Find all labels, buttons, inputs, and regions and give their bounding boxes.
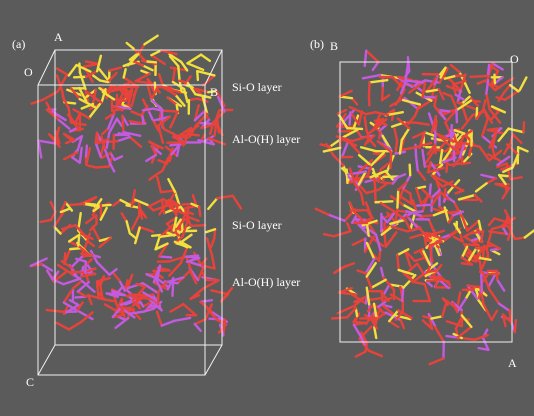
bond <box>488 65 489 76</box>
bond <box>462 263 472 264</box>
bond <box>376 201 393 202</box>
bond <box>109 293 117 294</box>
bond <box>487 249 488 257</box>
bond <box>96 167 108 168</box>
axis-label: O <box>24 65 33 79</box>
bond <box>114 99 126 100</box>
bond <box>379 130 380 138</box>
bond <box>200 300 211 302</box>
bond <box>471 101 480 102</box>
layer-label: Si-O layer <box>232 80 282 94</box>
bond <box>417 205 432 206</box>
axis-label: B <box>330 39 338 53</box>
bond <box>369 82 370 97</box>
bond <box>347 170 348 183</box>
bond <box>510 310 511 322</box>
bond <box>390 151 391 168</box>
bond <box>515 320 516 332</box>
bond <box>122 116 123 132</box>
bond <box>416 157 418 171</box>
bond <box>506 184 507 193</box>
bond <box>350 112 351 124</box>
layer-label: Al-O(H) layer <box>232 275 300 289</box>
bond <box>379 250 380 261</box>
axis-label: B <box>210 85 218 99</box>
bond <box>446 336 457 337</box>
bond <box>78 236 79 245</box>
bond <box>480 262 481 275</box>
bond <box>176 207 177 216</box>
bond <box>416 187 425 189</box>
bond <box>71 272 85 273</box>
bond <box>479 348 489 350</box>
bond <box>97 133 98 143</box>
bond <box>178 66 179 80</box>
bond <box>410 193 412 204</box>
bond <box>381 182 393 183</box>
bond <box>471 76 488 77</box>
bond <box>375 185 376 202</box>
bond <box>423 215 434 216</box>
bond <box>189 99 197 101</box>
bond <box>163 111 178 112</box>
bond <box>100 80 108 82</box>
bond <box>456 142 464 143</box>
bond <box>435 121 436 132</box>
bond <box>67 204 84 205</box>
axis-label: O <box>510 52 519 66</box>
bond <box>515 237 525 238</box>
bond <box>347 128 362 129</box>
bond <box>79 64 80 73</box>
bond <box>468 286 478 287</box>
bond <box>397 255 398 270</box>
bond <box>158 87 172 88</box>
bond <box>499 175 507 176</box>
bond <box>430 184 431 196</box>
bond <box>159 256 171 257</box>
bond <box>365 51 366 66</box>
layer-label: Si-O layer <box>232 218 282 232</box>
panel-label: (a) <box>12 37 25 51</box>
bond <box>197 71 198 80</box>
bond <box>410 165 411 176</box>
layer-label: Al-O(H) layer <box>232 132 300 146</box>
bond <box>146 61 156 62</box>
bond <box>191 225 206 226</box>
bond <box>462 163 470 164</box>
bond <box>74 77 86 78</box>
bond <box>86 146 87 157</box>
bond <box>152 235 160 236</box>
axis-label: C <box>26 375 34 389</box>
figure: (a) A O B C Si-O layer Al-O(H) layer Si-… <box>0 0 534 416</box>
bond <box>142 114 143 123</box>
bond <box>95 205 110 206</box>
bond <box>199 207 200 216</box>
axis-label: A <box>508 356 517 370</box>
bond <box>143 109 153 111</box>
axis-label: A <box>54 30 63 44</box>
panel-label: (b) <box>310 37 324 51</box>
bond <box>375 119 383 121</box>
bond <box>395 141 397 154</box>
bond <box>402 288 403 301</box>
bond <box>427 271 436 272</box>
bond <box>397 190 398 208</box>
bond <box>179 137 187 138</box>
bond <box>161 191 175 193</box>
bond <box>97 281 98 298</box>
bond <box>182 204 191 205</box>
